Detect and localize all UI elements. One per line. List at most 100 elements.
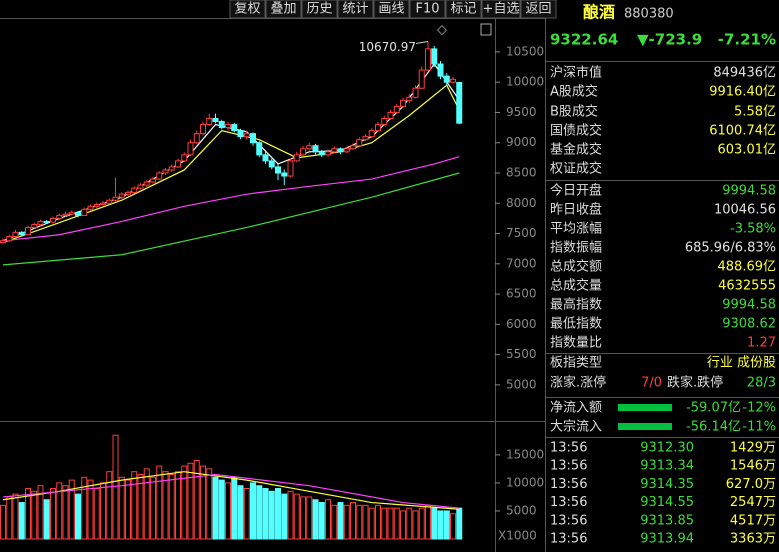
- toolbar-label[interactable]: 叠加: [270, 2, 296, 17]
- volume-bar: [106, 471, 113, 540]
- tick-time: 13:56: [550, 459, 587, 474]
- candle-body: [418, 69, 425, 89]
- tick-time: 13:56: [550, 441, 587, 456]
- board-value: 行业 成份股: [707, 356, 776, 371]
- volume-bar: [393, 507, 400, 540]
- max-annotation: 10670.97: [359, 40, 416, 54]
- volume-bar: [12, 493, 19, 540]
- flow-label: 净流入额: [550, 401, 602, 416]
- y-tick-label: 10500: [506, 44, 544, 58]
- toolbar-label[interactable]: 统计: [342, 2, 368, 17]
- volume-bar: [306, 496, 313, 540]
- volume-bar: [137, 473, 144, 540]
- volume-bar: [43, 499, 50, 540]
- volume-bar: [100, 482, 106, 540]
- candle-body: [50, 217, 56, 223]
- stock-name: 酿酒: [583, 3, 615, 22]
- change: ▼-723.9: [637, 31, 702, 49]
- candle-body: [175, 160, 181, 168]
- stat-value: 6100.74亿: [709, 124, 776, 139]
- flow-bar: [618, 404, 672, 411]
- stat-label: 最高指数: [550, 297, 602, 313]
- toolbar-button[interactable]: [520, 0, 557, 19]
- volume-bar: [343, 504, 350, 540]
- toolbar-label[interactable]: 返回: [525, 2, 551, 17]
- candle-body: [187, 142, 194, 156]
- tick-price: 9314.55: [640, 495, 694, 510]
- toolbar-label[interactable]: 画线: [378, 2, 404, 17]
- candle-body: [268, 160, 275, 168]
- toolbar-button[interactable]: [229, 0, 266, 19]
- y-tick-label: 8000: [506, 196, 537, 210]
- candle-body: [206, 118, 213, 126]
- candle-body: [68, 211, 75, 215]
- candle-body: [162, 169, 169, 174]
- candle-body: [262, 154, 269, 162]
- volume-bar: [37, 485, 44, 540]
- stat-value: 9916.40亿: [709, 85, 776, 100]
- volume-bar: [56, 482, 63, 540]
- toolbar-button[interactable]: [445, 0, 482, 19]
- stat-value: 4632555: [718, 279, 776, 294]
- toolbar-button[interactable]: [337, 0, 374, 19]
- volume-bar: [450, 513, 456, 540]
- flow-amount: -56.14亿: [686, 420, 741, 435]
- candle-body: [118, 193, 125, 198]
- candle-body: [318, 151, 325, 156]
- tick-volume: 2547万: [730, 495, 776, 510]
- y-tick-label: 9000: [506, 135, 537, 149]
- candle-body: [56, 214, 63, 219]
- candle-body: [193, 133, 200, 144]
- toolbar-label[interactable]: 复权: [234, 1, 260, 17]
- toolbar-label[interactable]: F10: [415, 2, 439, 17]
- stat-label: 沪深市值: [550, 65, 602, 81]
- y-tick-label: 10000: [506, 75, 544, 89]
- volume-bar: [425, 504, 431, 540]
- tick-price: 9313.94: [640, 532, 694, 547]
- stat-value: 488.69亿: [718, 260, 777, 275]
- candle-body: [62, 213, 69, 216]
- candle-body: [212, 118, 219, 123]
- toolbar-button[interactable]: [301, 0, 338, 19]
- y-tick-label: 7000: [506, 256, 537, 270]
- y-tick-label: 6000: [506, 317, 537, 331]
- volume-bar: [356, 504, 363, 540]
- candle-body: [375, 124, 381, 132]
- volume-bar: [262, 488, 269, 540]
- window-icon[interactable]: [480, 23, 492, 36]
- toolbar-button[interactable]: [373, 0, 410, 19]
- diamond-icon[interactable]: ◇: [437, 23, 447, 38]
- toolbar-label[interactable]: 历史: [306, 2, 332, 17]
- volume-bar: [250, 482, 256, 540]
- candle-body: [43, 220, 50, 223]
- volume-bar: [193, 459, 200, 540]
- volume-bar: [431, 507, 438, 540]
- volume-bar: [112, 434, 119, 540]
- candle-body: [287, 160, 294, 177]
- volume-bar: [118, 476, 125, 540]
- volume-bar: [0, 504, 6, 540]
- candle-body: [325, 151, 331, 156]
- volume-bar: [206, 468, 213, 540]
- volume-bar: [156, 465, 163, 540]
- toolbar-label[interactable]: +自选: [483, 2, 520, 17]
- volume-bar: [131, 471, 138, 540]
- candle-body: [12, 231, 19, 238]
- annotation-arrow: [415, 41, 429, 45]
- flow-pct: -11%: [742, 420, 776, 435]
- volume-bar: [31, 490, 38, 540]
- ma-line: [2, 172, 460, 266]
- candle-body: [400, 99, 406, 107]
- toolbar-button[interactable]: [481, 0, 521, 19]
- volume-bar: [162, 471, 169, 540]
- flow-label: 大宗流入: [550, 419, 602, 435]
- toolbar-button[interactable]: [409, 0, 446, 19]
- candle-body: [368, 130, 375, 138]
- toolbar-button[interactable]: [265, 0, 302, 19]
- price: 9322.64: [550, 31, 618, 49]
- toolbar-label[interactable]: 标记: [450, 2, 476, 17]
- stat-value: 9994.58: [722, 298, 776, 313]
- stat-label: 总成交额: [550, 259, 602, 275]
- candle-body: [381, 118, 388, 126]
- volume-bar: [181, 465, 188, 540]
